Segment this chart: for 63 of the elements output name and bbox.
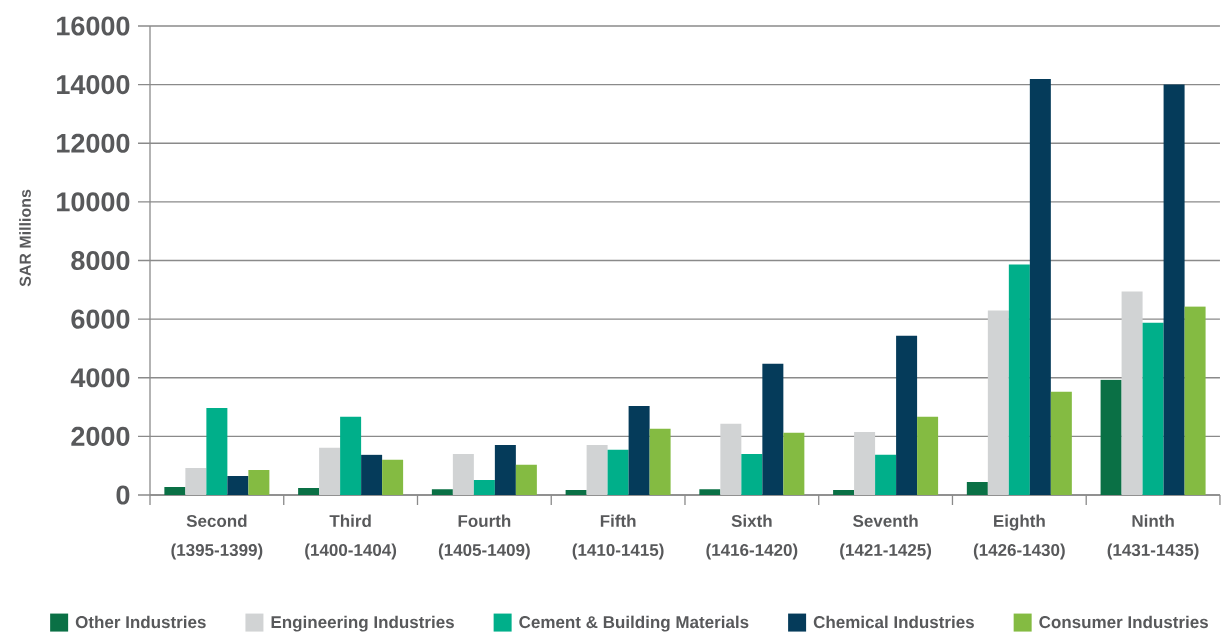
bar bbox=[452, 453, 474, 495]
bar bbox=[361, 454, 383, 495]
bar bbox=[382, 459, 404, 495]
bar bbox=[917, 416, 939, 495]
y-tick-label: 10000 bbox=[57, 192, 130, 212]
bar bbox=[607, 449, 629, 495]
x-tick-label: Fourth (1405-1409) bbox=[438, 514, 530, 560]
bar bbox=[628, 405, 650, 495]
bar bbox=[1050, 391, 1072, 495]
legend-label: Chemical Industries bbox=[813, 615, 974, 629]
bar bbox=[649, 428, 671, 495]
bar bbox=[699, 489, 721, 495]
bar bbox=[741, 453, 763, 495]
bar bbox=[783, 432, 805, 495]
x-tick-label: Third (1400-1404) bbox=[305, 514, 397, 560]
y-tick-label: 14000 bbox=[57, 75, 130, 95]
bar bbox=[1100, 379, 1122, 495]
legend-label: Cement & Building Materials bbox=[519, 615, 749, 632]
y-axis-title: SAR Millions bbox=[19, 189, 31, 287]
x-tick-label: Fifth (1410-1415) bbox=[572, 514, 664, 560]
bar bbox=[1008, 264, 1030, 495]
bar bbox=[987, 310, 1009, 495]
x-tick-label: Sixth (1416-1420) bbox=[706, 514, 798, 560]
bar bbox=[833, 490, 855, 495]
bar bbox=[586, 444, 608, 495]
bar bbox=[340, 416, 362, 495]
y-tick-label: 4000 bbox=[70, 368, 130, 388]
bar bbox=[565, 490, 587, 495]
y-tick-label: 0 bbox=[116, 485, 130, 505]
bar bbox=[431, 489, 453, 495]
bar bbox=[164, 487, 186, 495]
bar bbox=[206, 407, 228, 495]
y-tick-label: 16000 bbox=[57, 16, 130, 36]
bar bbox=[720, 423, 742, 495]
bar bbox=[1163, 84, 1185, 495]
bar bbox=[227, 475, 249, 495]
bar bbox=[319, 447, 341, 495]
legend-label: Engineering Industries bbox=[271, 615, 454, 632]
y-tick-label: 12000 bbox=[57, 133, 130, 153]
x-tick-label: Second (1395-1399) bbox=[171, 514, 263, 560]
legend-label: Other Industries bbox=[75, 615, 206, 629]
bar bbox=[875, 454, 897, 495]
bar bbox=[494, 444, 516, 495]
bar bbox=[473, 480, 495, 495]
x-tick-label: Seventh (1421-1425) bbox=[840, 514, 932, 560]
bar bbox=[966, 482, 988, 495]
bar bbox=[1142, 322, 1164, 495]
bar bbox=[185, 468, 207, 495]
x-tick-label: Ninth (1431-1435) bbox=[1107, 514, 1199, 560]
bar bbox=[1121, 291, 1143, 495]
y-tick-label: 6000 bbox=[71, 309, 130, 329]
bar bbox=[515, 464, 537, 495]
bar bbox=[1029, 79, 1051, 495]
bar bbox=[298, 487, 320, 495]
y-tick-label: 2000 bbox=[71, 426, 130, 446]
x-tick-label: Eighth (1426-1430) bbox=[973, 514, 1065, 560]
bar bbox=[762, 363, 784, 495]
bar bbox=[896, 335, 918, 495]
bar bbox=[1184, 306, 1206, 495]
bar bbox=[854, 431, 876, 495]
bar bbox=[248, 470, 270, 495]
legend-label: Consumer Industries bbox=[1039, 615, 1208, 629]
y-tick-label: 8000 bbox=[71, 250, 130, 271]
